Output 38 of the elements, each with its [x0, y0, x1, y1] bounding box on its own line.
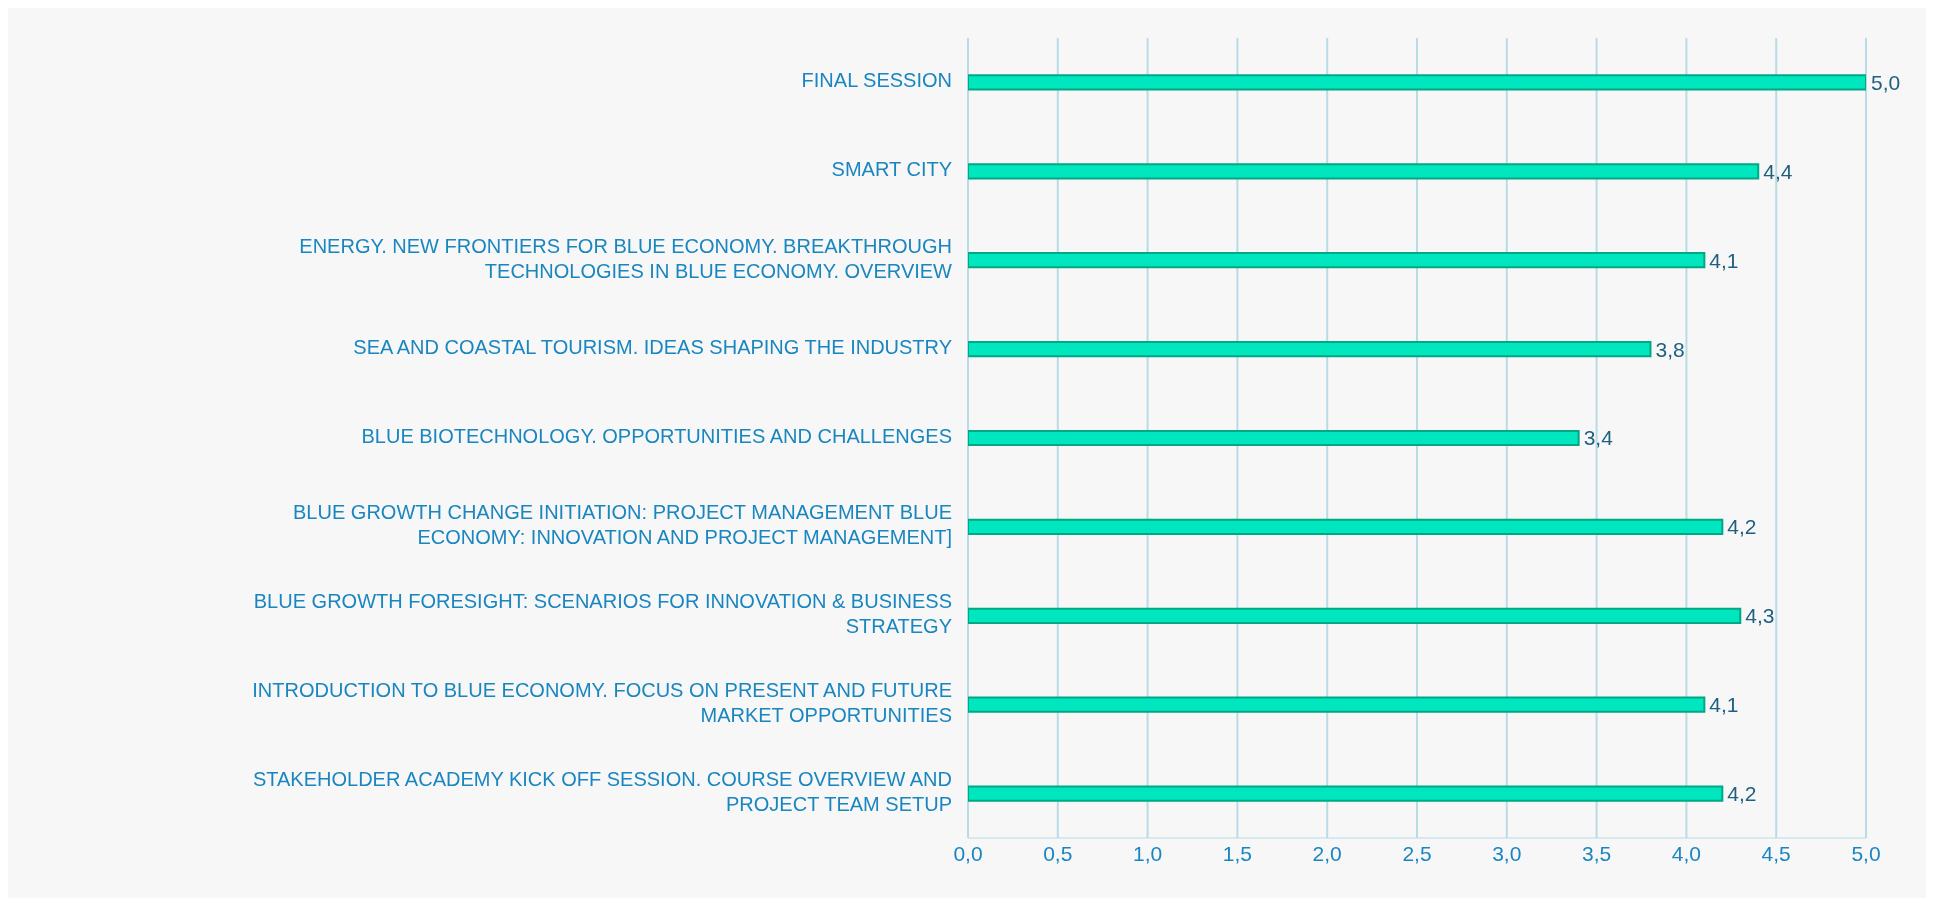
bar: [968, 341, 1652, 358]
bar: [968, 607, 1742, 624]
x-tick-label: 1,0: [1133, 841, 1163, 865]
x-tick-label: 0,5: [1043, 841, 1073, 865]
x-tick-label: 5,0: [1851, 841, 1881, 865]
bar: [968, 163, 1760, 180]
data-label: 4,2: [1727, 782, 1757, 806]
bar: [968, 696, 1706, 713]
x-tick-label: 3,0: [1492, 841, 1522, 865]
bar: [968, 518, 1724, 535]
x-tick-label: 4,5: [1761, 841, 1791, 865]
bar: [968, 252, 1706, 269]
y-tick-label: FINAL SESSION: [801, 69, 952, 92]
y-tick-label: BLUE GROWTH FORESIGHT: SCENARIOS FOR INNOVATION & BUSINESS STRATEGY: [253, 590, 952, 638]
x-tick-label: 3,5: [1582, 841, 1612, 865]
y-tick-label: SEA AND COASTAL TOURISM. IDEAS SHAPING THE INDUSTRY: [353, 336, 952, 359]
data-label: 4,4: [1763, 159, 1793, 183]
data-label: 4,1: [1709, 248, 1739, 272]
y-tick-label: SMART CITY: [831, 158, 952, 181]
y-tick-label: BLUE GROWTH CHANGE INITIATION: PROJECT MANAGEMENT BLUE ECONOMY: INNOVATION AND PROJECT MANAGEMENT]: [293, 501, 952, 549]
data-label: 5,0: [1871, 70, 1901, 94]
data-label: 4,1: [1709, 693, 1739, 717]
y-tick-label: INTRODUCTION TO BLUE ECONOMY. FOCUS ON PRESENT AND FUTURE MARKET OPPORTUNITIES: [252, 679, 952, 727]
data-label: 3,8: [1655, 337, 1685, 361]
x-tick-label: 2,5: [1402, 841, 1432, 865]
data-label: 4,2: [1727, 515, 1757, 539]
x-tick-label: 0,0: [953, 841, 983, 865]
bar: [968, 74, 1866, 91]
y-tick-label: BLUE BIOTECHNOLOGY. OPPORTUNITIES AND CHALLENGES: [361, 425, 952, 448]
x-tick-label: 1,5: [1222, 841, 1252, 865]
bar: [968, 785, 1724, 802]
x-tick-label: 4,0: [1671, 841, 1701, 865]
bar: [968, 429, 1580, 447]
x-tick-label: 2,0: [1312, 841, 1342, 865]
data-label: 3,4: [1583, 426, 1614, 450]
data-label: 4,3: [1745, 604, 1775, 628]
y-tick-label: STAKEHOLDER ACADEMY KICK OFF SESSION. COURSE OVERVIEW AND PROJECT TEAM SETUP: [252, 768, 952, 816]
y-tick-label: ENERGY. NEW FRONTIERS FOR BLUE ECONOMY. BREAKTHROUGH TECHNOLOGIES IN BLUE ECONOMY. OVERVIEW: [299, 235, 953, 282]
